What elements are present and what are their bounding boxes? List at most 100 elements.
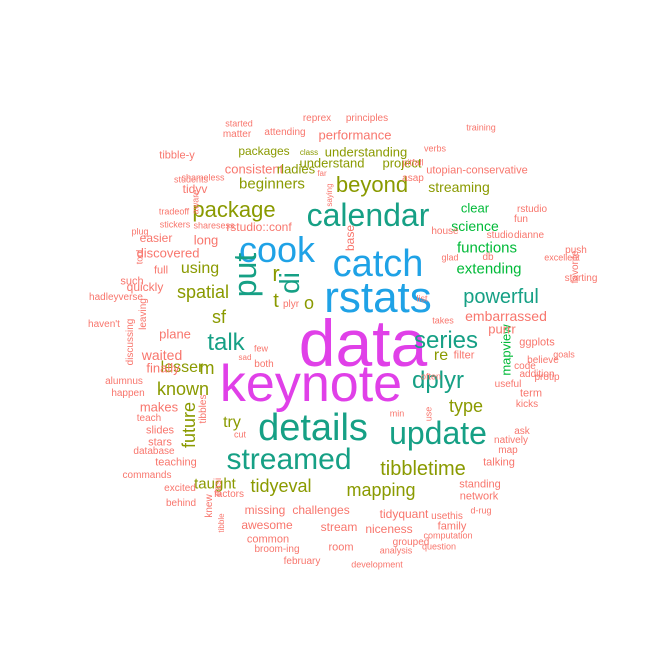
cloud-word: teach xyxy=(136,413,162,424)
cloud-word: teaching xyxy=(155,456,197,469)
cloud-word: excited xyxy=(164,483,196,494)
cloud-word: purrr xyxy=(488,321,516,337)
cloud-word: rladies xyxy=(276,161,316,177)
cloud-word: happen xyxy=(111,388,145,399)
cloud-word: addition xyxy=(519,369,555,380)
cloud-word: cook xyxy=(238,229,316,270)
cloud-word: training xyxy=(466,122,496,133)
cloud-word: tibble-y xyxy=(159,149,195,162)
cloud-word: database xyxy=(133,446,175,457)
cloud-word: extending xyxy=(456,260,522,278)
cloud-word: clear xyxy=(460,200,490,216)
cloud-word: matter xyxy=(222,129,252,140)
cloud-word: kicks xyxy=(515,399,539,410)
cloud-word: finally xyxy=(146,360,180,376)
cloud-word: asap xyxy=(402,173,424,184)
cloud-word: update xyxy=(389,415,487,451)
cloud-word: development xyxy=(351,559,403,570)
cloud-word: plyr xyxy=(282,299,300,310)
cloud-word: tibble xyxy=(217,513,226,533)
cloud-word: useful xyxy=(494,379,522,390)
cloud-word: stream xyxy=(320,520,358,534)
cloud-word: haven't xyxy=(88,319,120,330)
cloud-word: base xyxy=(343,224,357,252)
cloud-word: alumnus xyxy=(105,376,143,387)
cloud-word: embarrassed xyxy=(465,308,547,324)
cloud-word: natively xyxy=(494,435,528,446)
cloud-word: discussing xyxy=(125,318,136,366)
cloud-word: students xyxy=(173,174,209,185)
cloud-word: dianne xyxy=(513,230,545,241)
cloud-word: challenges xyxy=(292,503,350,517)
cloud-word: goals xyxy=(553,349,575,360)
cloud-word: quickly xyxy=(126,280,164,294)
cloud-word: calendar xyxy=(306,197,430,233)
cloud-word: min xyxy=(389,408,405,419)
cloud-word: d-rug xyxy=(470,505,492,516)
cloud-word: powerful xyxy=(463,286,539,308)
cloud-word: stickers xyxy=(159,219,191,230)
cloud-word: rstudio::conf xyxy=(226,220,292,234)
cloud-word: t xyxy=(273,290,279,312)
cloud-word: computation xyxy=(423,530,473,541)
cloud-word: packages xyxy=(238,144,290,158)
cloud-word: ggplots xyxy=(519,336,555,349)
cloud-word: slides xyxy=(145,424,175,437)
cloud-word: glad xyxy=(441,252,459,263)
cloud-word: easier xyxy=(139,231,173,245)
cloud-word: ask xyxy=(514,426,530,437)
cloud-word: hadleyverse xyxy=(89,292,143,303)
cloud-word: awesome xyxy=(241,518,293,532)
cloud-word: niceness xyxy=(365,522,413,536)
cloud-word: often xyxy=(420,371,442,382)
cloud-word: tradeoff xyxy=(158,206,190,217)
cloud-word: studio xyxy=(486,230,514,241)
cloud-word: understanding xyxy=(324,144,408,160)
cloud-word: tidyeval xyxy=(250,476,312,496)
cloud-word: broom-ing xyxy=(254,544,300,555)
cloud-word: project xyxy=(382,155,422,171)
cloud-word: code xyxy=(514,361,536,372)
cloud-word: commands xyxy=(122,470,172,481)
cloud-word: shameless xyxy=(181,172,225,183)
cloud-word: science xyxy=(451,218,499,234)
cloud-word: beyond xyxy=(335,172,409,197)
cloud-word: sad xyxy=(238,353,252,362)
cloud-word: series xyxy=(413,327,479,354)
cloud-word: db xyxy=(482,252,494,263)
cloud-word: functions xyxy=(456,239,518,257)
cloud-word: catch xyxy=(332,243,424,285)
cloud-word: starting xyxy=(564,273,598,284)
cloud-word: attending xyxy=(264,127,306,138)
cloud-word: filter xyxy=(453,349,475,362)
cloud-word: cut xyxy=(233,429,247,440)
cloud-word: missing xyxy=(244,503,286,517)
cloud-word: analysis xyxy=(379,545,413,556)
cloud-word: map xyxy=(498,445,518,456)
cloud-word: question xyxy=(421,541,457,552)
cloud-word: push xyxy=(565,245,587,256)
cloud-word: saying xyxy=(325,183,334,207)
cloud-word: m xyxy=(199,358,215,378)
cloud-word: streamed xyxy=(226,443,352,476)
cloud-word: known xyxy=(156,379,210,399)
cloud-word: sharesess xyxy=(193,220,235,231)
cloud-word: utopian-conservative xyxy=(426,164,528,177)
cloud-word: talking xyxy=(483,456,515,469)
cloud-word: protip xyxy=(534,372,560,383)
cloud-word: principles xyxy=(345,113,389,124)
cloud-word: leaving xyxy=(138,298,149,330)
cloud-word: try xyxy=(223,414,241,431)
cloud-word: room xyxy=(328,541,354,554)
cloud-word: started xyxy=(225,118,253,129)
cloud-word: spatial xyxy=(176,282,230,302)
cloud-word: behind xyxy=(165,498,197,509)
cloud-word: consistent xyxy=(224,161,284,177)
cloud-word: lesser xyxy=(160,359,204,376)
cloud-word: stars xyxy=(148,436,172,449)
cloud-word: grouped xyxy=(392,537,430,548)
cloud-word: mapping xyxy=(346,480,416,500)
cloud-word: future xyxy=(179,401,199,449)
cloud-word: usethis xyxy=(431,511,463,522)
